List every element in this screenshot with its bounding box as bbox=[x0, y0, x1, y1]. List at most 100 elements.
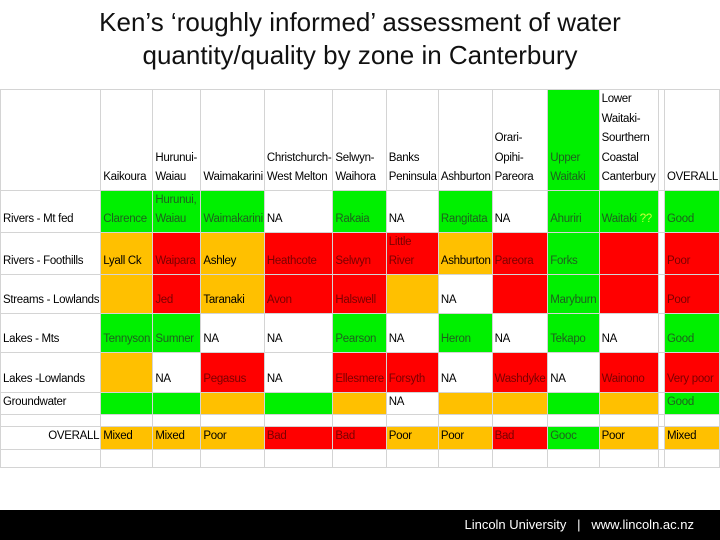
zone-cell bbox=[598, 391, 659, 415]
zone-cell bbox=[598, 231, 659, 275]
zone-cell bbox=[385, 273, 439, 314]
zone-cell: Tekapo bbox=[547, 312, 600, 353]
column-header: Selwyn-Waihora bbox=[332, 89, 387, 191]
zone-cell bbox=[664, 448, 720, 468]
zone-cell: Pegasus bbox=[200, 351, 265, 393]
zone-cell bbox=[598, 273, 659, 314]
zone-cell: NA bbox=[547, 351, 600, 393]
zone-cell bbox=[664, 414, 720, 427]
zone-cell: Heron bbox=[437, 312, 493, 353]
zone-cell: Clarence bbox=[100, 189, 154, 233]
row-label: OVERALL bbox=[0, 426, 102, 450]
zone-cell: Waimakarini bbox=[200, 189, 265, 233]
table-row: Rivers - Foothills Lyall Ck Waipara Ashley H… bbox=[0, 231, 720, 275]
zone-cell: NA bbox=[263, 189, 334, 233]
zone-cell: Heathcote bbox=[263, 231, 334, 275]
zone-cell bbox=[100, 414, 154, 427]
column-header: Banks Peninsula bbox=[385, 89, 439, 191]
zone-cell bbox=[152, 414, 202, 427]
column-header: Upper Waitaki bbox=[547, 89, 600, 191]
zone-cell: Very poor bbox=[664, 351, 720, 393]
column-header: Ashburton bbox=[437, 89, 493, 191]
zone-cell: Poor bbox=[385, 426, 439, 450]
zone-cell bbox=[100, 351, 154, 393]
zone-cell: Pearson bbox=[332, 312, 387, 353]
row-label: Groundwater bbox=[0, 391, 102, 415]
table-row: Rivers - Mt fed Clarence Hurunui, Waiau Wai… bbox=[0, 189, 720, 233]
zone-cell bbox=[200, 448, 265, 468]
zone-cell: NA bbox=[437, 351, 493, 393]
zone-cell: NA bbox=[200, 312, 265, 353]
column-header: Hurunui-Waiau bbox=[152, 89, 202, 191]
zone-cell bbox=[332, 448, 387, 468]
zone-cell bbox=[385, 414, 439, 427]
zone-cell bbox=[200, 414, 265, 427]
zone-cell bbox=[263, 414, 334, 427]
zone-cell bbox=[100, 448, 154, 468]
zone-cell: Poor bbox=[437, 426, 493, 450]
row-label bbox=[0, 448, 102, 468]
title-line-2: quantity/quality by zone in Canterbury bbox=[142, 40, 578, 70]
zone-cell bbox=[332, 414, 387, 427]
zone-cell bbox=[657, 414, 666, 427]
zone-cell: Poor bbox=[200, 426, 265, 450]
zone-cell bbox=[152, 391, 202, 415]
zone-cell: Ellesmere bbox=[332, 351, 387, 393]
column-header: Lower Waitaki-Sourthern Coastal Canterbu… bbox=[598, 89, 659, 191]
zone-cell bbox=[100, 391, 154, 415]
zone-cell: Ashburton bbox=[437, 231, 493, 275]
zone-cell bbox=[657, 448, 666, 468]
zone-cell: Bad bbox=[491, 426, 549, 450]
zone-cell: Tennyson bbox=[100, 312, 154, 353]
zone-cell: NA bbox=[385, 312, 439, 353]
zone-cell: Bad bbox=[263, 426, 334, 450]
table-row: OVERALL Mixed Mixed Poor Bad Bad Poor Poor Bad Go… bbox=[0, 426, 720, 450]
footer-text: Lincoln University | www.lincoln.ac.nz bbox=[464, 517, 694, 532]
table-row bbox=[0, 414, 720, 427]
zone-cell bbox=[491, 391, 549, 415]
uncertain-marker: ?? bbox=[639, 213, 653, 225]
zone-cell: NA bbox=[385, 189, 439, 233]
row-label: Rivers - Mt fed bbox=[0, 189, 102, 233]
table-row: Streams - Lowlands Jed Taranaki Avon Halswel… bbox=[0, 273, 720, 314]
zone-cell: Selwyn bbox=[332, 231, 387, 275]
zone-cell bbox=[200, 391, 265, 415]
header-row: Kaikoura Hurunui-Waiau Waimakarini Christch… bbox=[0, 89, 720, 191]
assessment-table: Kaikoura Hurunui-Waiau Waimakarini Christch… bbox=[0, 89, 720, 468]
zone-cell: Waitaki ?? bbox=[598, 189, 659, 233]
zone-cell bbox=[437, 391, 493, 415]
zone-cell bbox=[263, 448, 334, 468]
row-label: Streams - Lowlands bbox=[0, 273, 102, 314]
zone-cell: Bad bbox=[332, 426, 387, 450]
column-header: Orari-Opihi-Pareora bbox=[491, 89, 549, 191]
zone-cell: Sumner bbox=[152, 312, 202, 353]
zone-cell bbox=[657, 351, 666, 393]
zone-cell: NA bbox=[491, 189, 549, 233]
zone-cell: Jed bbox=[152, 273, 202, 314]
zone-cell bbox=[385, 448, 439, 468]
zone-cell: Wainono bbox=[598, 351, 659, 393]
zone-cell: NA bbox=[263, 351, 334, 393]
column-header: Kaikoura bbox=[100, 89, 154, 191]
zone-cell bbox=[332, 391, 387, 415]
zone-cell bbox=[547, 448, 600, 468]
table-row: Groundwater NA Good bbox=[0, 391, 720, 415]
zone-cell: Taranaki bbox=[200, 273, 265, 314]
zone-cell: Avon bbox=[263, 273, 334, 314]
zone-cell: Gooc bbox=[547, 426, 600, 450]
column-header: OVERALL bbox=[664, 89, 720, 191]
zone-cell bbox=[437, 414, 493, 427]
zone-cell: Waipara bbox=[152, 231, 202, 275]
zone-cell: Forsyth bbox=[385, 351, 439, 393]
zone-cell: NA bbox=[152, 351, 202, 393]
zone-cell: Good bbox=[664, 312, 720, 353]
zone-cell: Rangitata bbox=[437, 189, 493, 233]
zone-cell: Pareora bbox=[491, 231, 549, 275]
title-line-1: Ken’s ‘roughly informed’ assessment of w… bbox=[99, 7, 621, 37]
slide-title: Ken’s ‘roughly informed’ assessment of w… bbox=[0, 6, 720, 72]
row-label: Rivers - Foothills bbox=[0, 231, 102, 275]
zone-cell: Poor bbox=[664, 231, 720, 275]
zone-cell: Hurunui, Waiau bbox=[152, 189, 202, 233]
zone-cell: Ashley bbox=[200, 231, 265, 275]
zone-cell bbox=[598, 448, 659, 468]
